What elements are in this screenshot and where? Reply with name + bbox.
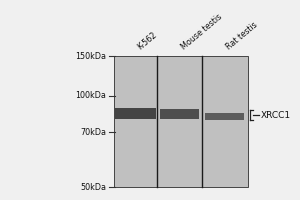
Bar (115, 108, 155, 119)
Text: Rat testis: Rat testis (225, 20, 260, 51)
Text: K-562: K-562 (135, 30, 158, 51)
Text: 50kDa: 50kDa (80, 183, 106, 192)
Text: 150kDa: 150kDa (76, 52, 106, 61)
Text: 100kDa: 100kDa (76, 91, 106, 100)
Text: XRCC1: XRCC1 (261, 111, 291, 120)
Text: Mouse testis: Mouse testis (179, 12, 224, 51)
Text: 70kDa: 70kDa (80, 128, 106, 137)
Bar (160, 109, 199, 119)
Bar (114, 56, 248, 187)
Bar (206, 113, 244, 120)
